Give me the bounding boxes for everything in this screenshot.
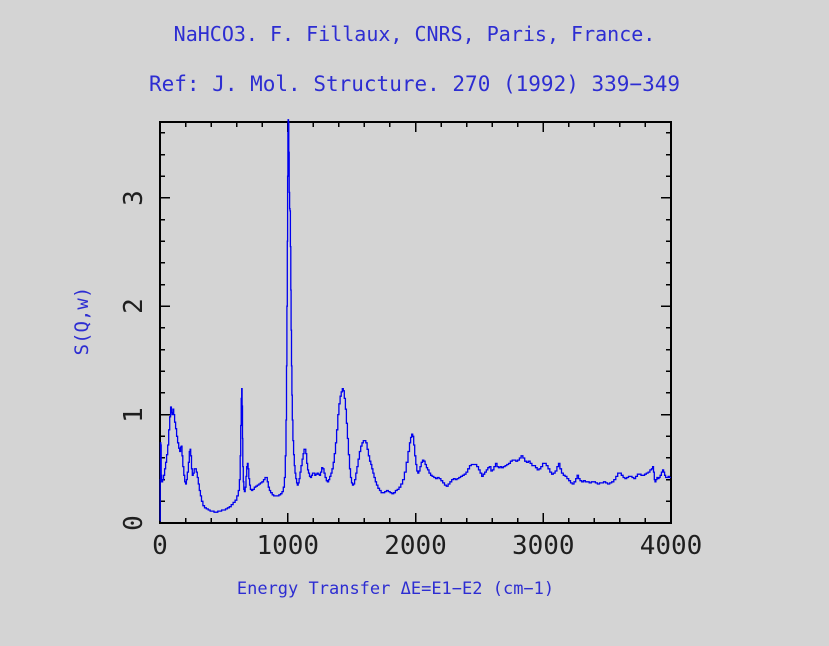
- x-tick-label: 0: [152, 531, 168, 561]
- y-tick-label: 1: [119, 406, 149, 423]
- y-tick-label: 2: [119, 298, 149, 315]
- axis-ticks: [159, 122, 672, 524]
- y-tick-label: 0: [119, 515, 149, 531]
- x-axis-label: Energy Transfer ΔE=E1−E2 (cm−1): [236, 579, 555, 599]
- x-tick-label: 2000: [384, 531, 447, 561]
- x-tick-label: 3000: [511, 531, 575, 561]
- chart-title: NaHCO3. F. Fillaux, CNRS, Paris, France.: [173, 22, 656, 46]
- chart-subtitle: Ref: J. Mol. Structure. 270 (1992) 339−3…: [148, 72, 680, 96]
- y-axis-label: S(Q,w): [71, 286, 93, 356]
- y-tick-label: 3: [119, 190, 149, 206]
- x-tick-label: 1000: [256, 531, 320, 561]
- spectrum-curve: [159, 119, 671, 522]
- x-tick-label: 4000: [639, 531, 703, 561]
